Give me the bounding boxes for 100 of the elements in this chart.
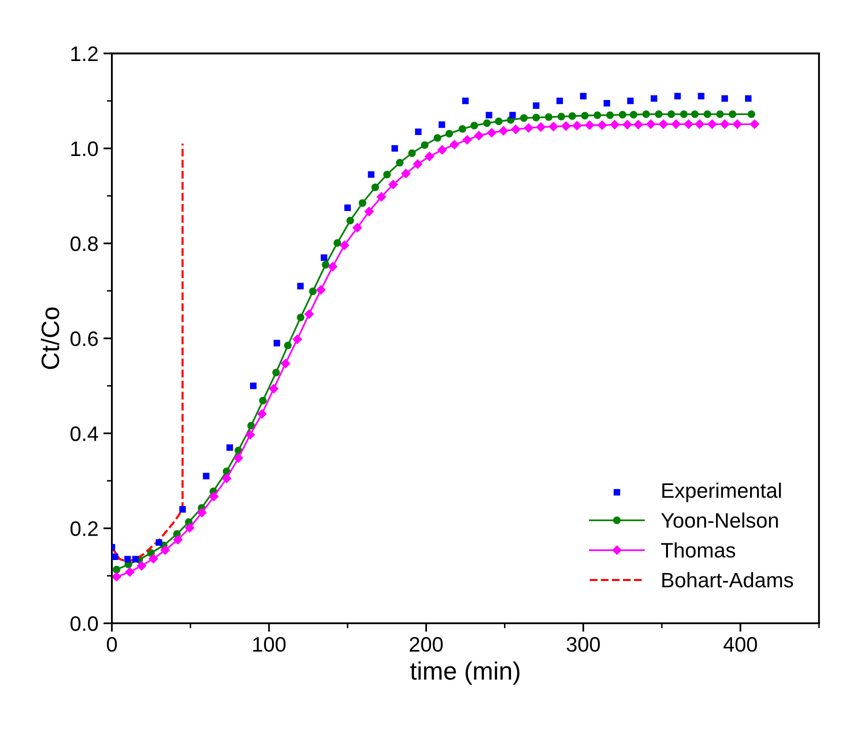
point bbox=[486, 112, 492, 118]
x-tick-label: 200 bbox=[410, 637, 443, 652]
point bbox=[320, 254, 328, 261]
point bbox=[498, 126, 508, 136]
point bbox=[358, 199, 366, 207]
point bbox=[297, 282, 304, 290]
point bbox=[556, 98, 563, 104]
point bbox=[420, 141, 429, 149]
point bbox=[352, 223, 362, 232]
point bbox=[401, 168, 410, 178]
point bbox=[280, 358, 290, 368]
point bbox=[598, 120, 607, 130]
x-tick-label: 0 bbox=[106, 637, 117, 652]
point bbox=[371, 184, 380, 192]
point bbox=[557, 112, 566, 120]
point bbox=[226, 444, 233, 451]
point bbox=[509, 112, 516, 118]
point bbox=[627, 98, 634, 104]
point bbox=[650, 95, 658, 102]
point bbox=[462, 98, 469, 104]
point bbox=[132, 556, 139, 562]
point bbox=[748, 110, 756, 118]
point bbox=[413, 159, 422, 169]
point bbox=[604, 100, 610, 107]
point bbox=[728, 110, 736, 118]
point bbox=[716, 110, 724, 118]
point bbox=[658, 120, 668, 129]
point bbox=[708, 120, 717, 129]
point bbox=[698, 92, 704, 100]
point bbox=[721, 95, 728, 102]
point bbox=[646, 120, 656, 129]
point bbox=[148, 554, 158, 564]
point bbox=[572, 120, 582, 130]
point bbox=[544, 113, 553, 121]
point bbox=[458, 125, 466, 133]
point bbox=[462, 135, 472, 144]
point bbox=[606, 111, 614, 119]
point bbox=[344, 204, 351, 212]
point bbox=[424, 152, 434, 162]
point bbox=[112, 554, 118, 560]
point bbox=[674, 92, 681, 100]
point bbox=[334, 239, 342, 247]
point bbox=[247, 422, 255, 430]
point bbox=[434, 134, 442, 142]
y-tick-label: 1.2 bbox=[71, 46, 98, 61]
point bbox=[173, 535, 182, 544]
point bbox=[284, 342, 292, 350]
point bbox=[580, 92, 587, 100]
legend-label: Bohart-Adams bbox=[662, 572, 794, 588]
point bbox=[408, 149, 416, 157]
point bbox=[391, 145, 398, 152]
point bbox=[112, 572, 122, 582]
y-tick-label: 0.8 bbox=[70, 236, 98, 252]
point bbox=[520, 114, 528, 122]
point bbox=[610, 120, 620, 130]
x-axis-title: time (min) bbox=[410, 661, 520, 685]
point bbox=[445, 130, 454, 138]
point bbox=[584, 120, 594, 130]
point bbox=[732, 120, 742, 129]
point bbox=[383, 170, 391, 178]
point bbox=[438, 121, 446, 128]
point bbox=[322, 260, 330, 269]
point bbox=[720, 120, 730, 129]
point bbox=[272, 368, 280, 376]
x-tick-label: 300 bbox=[566, 637, 600, 652]
point bbox=[112, 566, 120, 574]
point bbox=[622, 120, 632, 130]
point bbox=[654, 110, 663, 118]
point bbox=[750, 120, 760, 129]
y-tick-label: 0.2 bbox=[70, 521, 98, 536]
x-tick-label: 100 bbox=[253, 637, 286, 652]
point bbox=[234, 453, 243, 463]
point bbox=[694, 120, 704, 129]
point bbox=[745, 95, 752, 102]
point bbox=[671, 120, 681, 129]
legend-label: Thomas bbox=[661, 542, 736, 558]
point bbox=[568, 112, 576, 120]
point bbox=[524, 123, 534, 133]
point bbox=[257, 409, 267, 418]
point bbox=[634, 120, 643, 130]
point bbox=[376, 192, 386, 202]
point bbox=[396, 158, 404, 166]
point bbox=[581, 112, 589, 120]
point bbox=[438, 145, 447, 154]
point bbox=[185, 523, 194, 532]
point bbox=[125, 567, 134, 577]
point bbox=[474, 130, 484, 140]
point bbox=[630, 110, 638, 119]
point bbox=[346, 216, 354, 224]
point bbox=[704, 110, 712, 118]
point bbox=[304, 310, 314, 319]
point bbox=[618, 110, 626, 119]
y-tick-label: 0.6 bbox=[70, 331, 98, 346]
point bbox=[470, 122, 478, 130]
point bbox=[156, 539, 162, 546]
point bbox=[532, 102, 540, 109]
y-tick-label: 0.0 bbox=[70, 616, 98, 632]
point bbox=[450, 140, 460, 150]
point bbox=[269, 384, 278, 394]
point bbox=[487, 128, 496, 138]
